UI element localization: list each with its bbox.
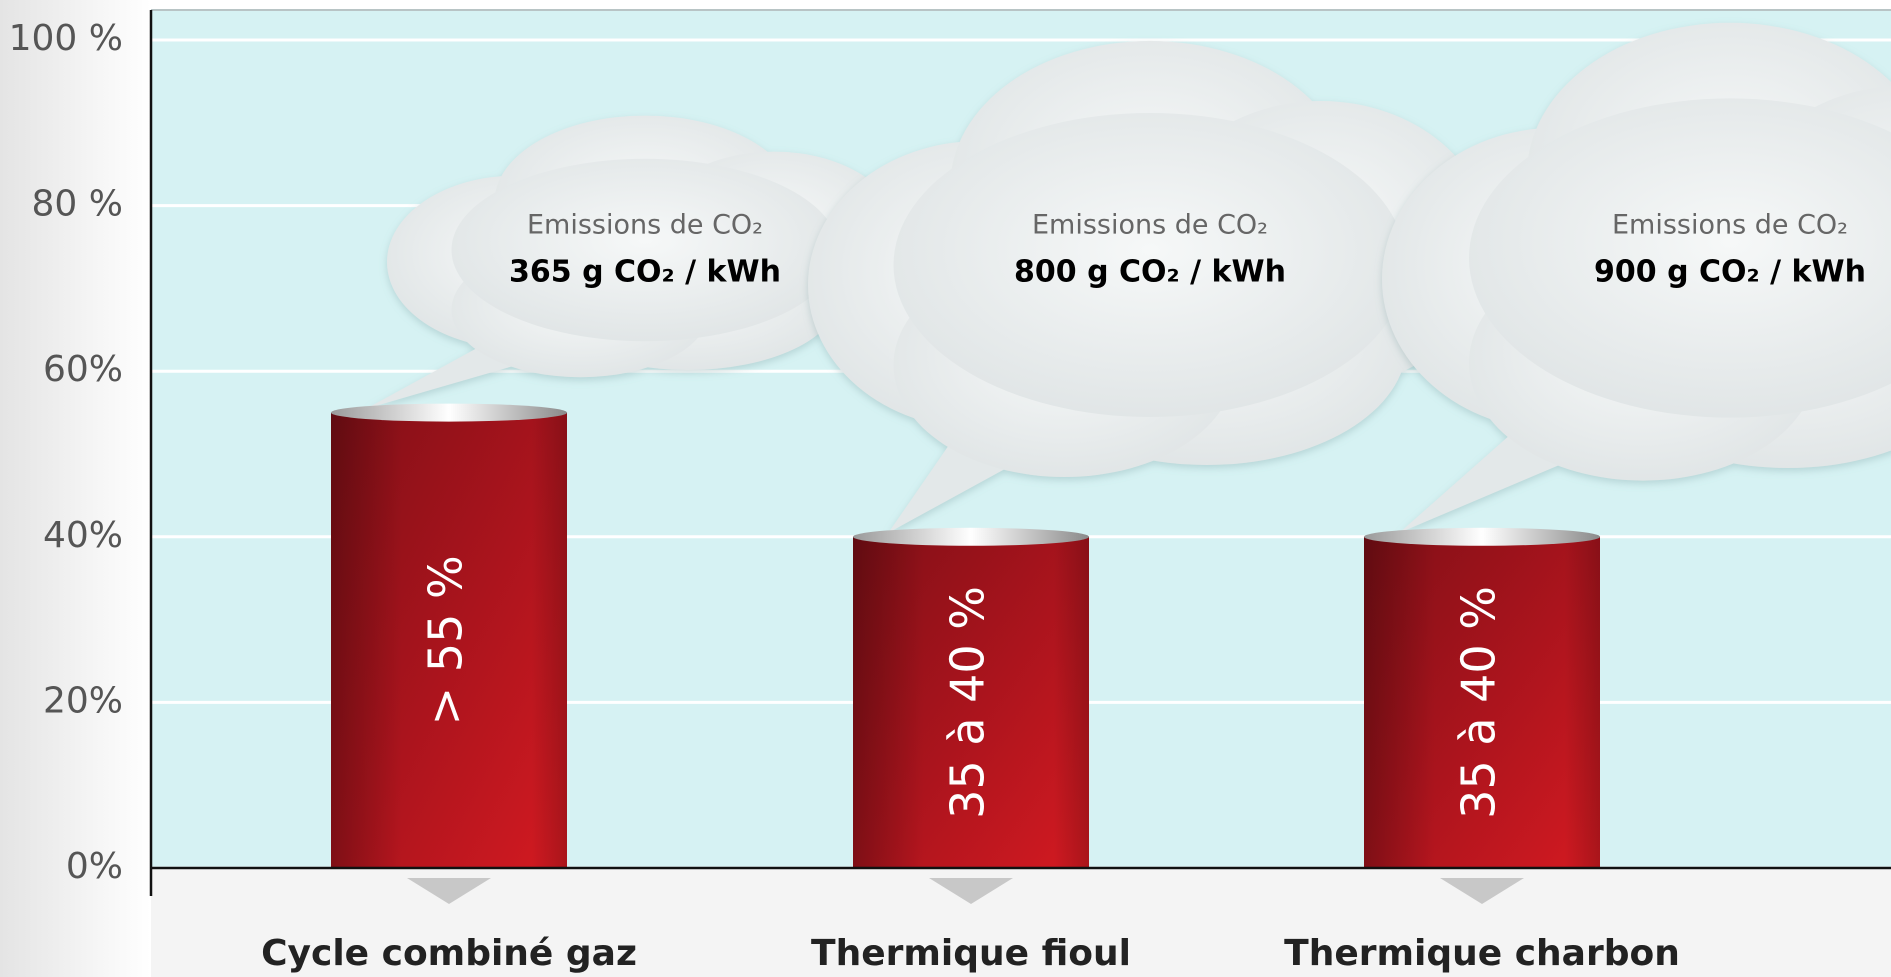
- bar-cap: [853, 527, 1089, 546]
- value-label: 35 à 40 %: [1452, 586, 1506, 819]
- y-tick-label: 20%: [43, 680, 123, 721]
- x-tick-label: Cycle combiné gaz: [261, 933, 637, 974]
- bar-shade: [853, 536, 1089, 868]
- y-tick-label: 100 %: [9, 18, 123, 59]
- cloud-puff: [1469, 98, 1891, 418]
- cloud-puff: [893, 113, 1407, 417]
- category-pointer: [1440, 878, 1524, 904]
- y-tick-label: 40%: [43, 515, 123, 556]
- bar-cap: [331, 403, 567, 422]
- x-tick-label: Thermique charbon: [1284, 933, 1680, 974]
- category-pointer: [929, 878, 1013, 904]
- y-tick-label: 80 %: [32, 184, 123, 225]
- cloud: [808, 41, 1492, 533]
- annotation-title: Emissions de CO₂: [1032, 210, 1268, 241]
- category-pointer: [407, 878, 491, 904]
- annotation-title: Emissions de CO₂: [527, 210, 763, 241]
- y-tick-label: 0%: [66, 846, 123, 887]
- value-label: > 55 %: [419, 555, 473, 725]
- cloud: [1382, 22, 1891, 533]
- labels: 0% 20% 40% 60% 80 % 100 % Cycle combiné gaz The…: [9, 18, 1680, 974]
- clouds: Emissions de CO₂ 365 g CO₂ / kWh Emissions…: [366, 22, 1891, 533]
- left-background: [0, 0, 151, 977]
- bar-cap: [1364, 527, 1600, 546]
- bar-shade: [1364, 536, 1600, 868]
- annotation-text: 800 g CO₂ / kWh: [1014, 255, 1286, 290]
- bar-shade: [331, 412, 567, 868]
- x-tick-label: Thermique fioul: [811, 933, 1131, 974]
- cloud-puff: [451, 158, 839, 342]
- annotation-title: Emissions de CO₂: [1612, 210, 1848, 241]
- cloud: [366, 115, 903, 409]
- y-tick-label: 60%: [43, 349, 123, 390]
- annotation-text: 365 g CO₂ / kWh: [509, 255, 781, 290]
- value-label: 35 à 40 %: [941, 586, 995, 819]
- annotation-text: 900 g CO₂ / kWh: [1594, 255, 1866, 290]
- bars: > 55 % 35 à 40 % 35 à 40 %: [331, 403, 1600, 868]
